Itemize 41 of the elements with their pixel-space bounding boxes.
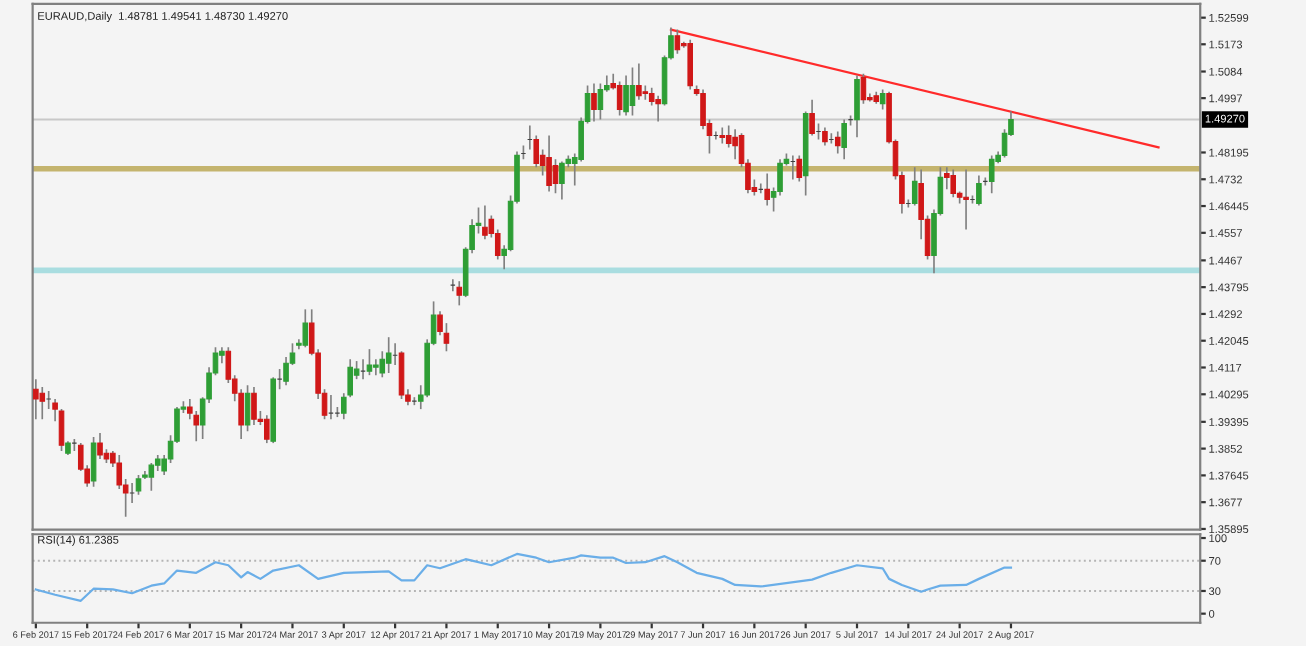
candlestick (552, 158, 559, 195)
candlestick (854, 74, 860, 139)
candlestick (482, 204, 488, 241)
candlestick (302, 308, 309, 349)
candlestick (616, 80, 623, 117)
candlestick (90, 436, 97, 488)
candlestick (822, 126, 828, 147)
candlestick (264, 414, 270, 444)
candlestick (642, 84, 649, 101)
candlestick (251, 386, 257, 426)
candlestick (244, 384, 251, 432)
candlestick (732, 128, 738, 161)
candlestick (879, 88, 886, 111)
candlestick (276, 368, 283, 391)
candlestick (456, 280, 463, 307)
candlestick (834, 130, 841, 155)
candlestick (148, 462, 155, 492)
candlestick (597, 82, 604, 121)
candlestick (976, 174, 982, 207)
candlestick (135, 474, 142, 496)
candlestick (629, 66, 636, 117)
candlestick (950, 168, 957, 199)
candlestick (39, 386, 46, 421)
candlestick (546, 134, 552, 193)
candlestick (591, 82, 597, 123)
candlestick (97, 432, 103, 460)
candlestick (674, 28, 681, 55)
candlestick (636, 62, 642, 101)
candlestick (366, 348, 373, 376)
candlestick (988, 154, 995, 195)
candlestick (385, 336, 392, 374)
candlestick (655, 94, 661, 123)
candlestick (841, 118, 847, 161)
candlestick (963, 168, 969, 231)
candlestick (398, 350, 405, 400)
candlestick (809, 98, 815, 137)
candlestick (687, 38, 694, 91)
candlestick (623, 74, 629, 117)
line-series (34, 552, 1013, 602)
candlestick (764, 172, 770, 207)
candlestick (559, 160, 565, 201)
